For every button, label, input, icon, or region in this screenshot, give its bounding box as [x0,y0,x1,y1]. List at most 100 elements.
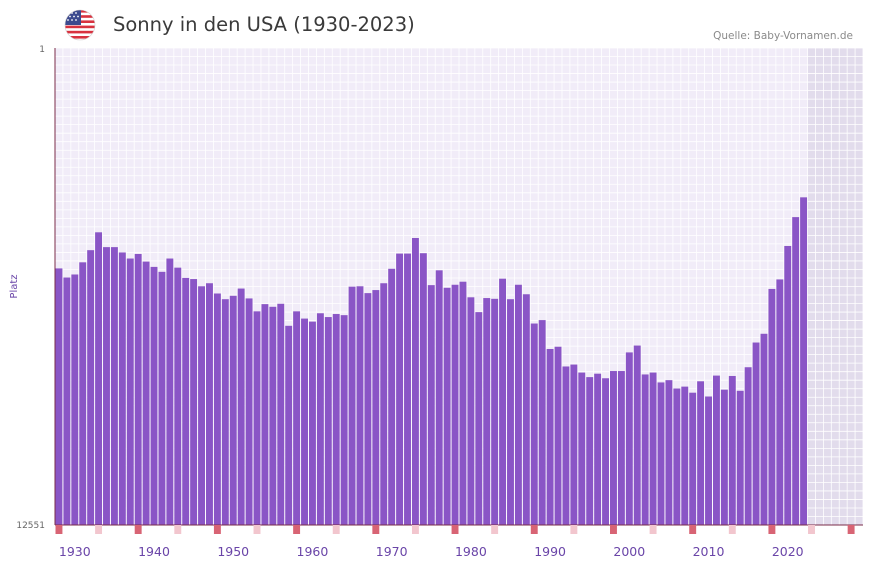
bar-1959 [301,318,308,525]
year-marker [451,525,459,534]
year-marker [768,525,776,534]
x-tick-1970: 1970 [376,544,408,559]
x-tick-1930: 1930 [59,544,91,559]
bar-1940 [150,266,158,525]
source-credit: Quelle: Baby-Vornamen.de [713,30,853,42]
year-marker [530,525,538,534]
bar-1965 [348,286,356,525]
bar-1997 [602,378,610,525]
bar-1964 [340,315,348,525]
bar-1980 [467,297,475,525]
bar-1954 [261,304,269,525]
bar-1996 [594,373,602,525]
year-marker [174,525,182,534]
y-tick-top: 1 [39,45,45,55]
bar-1981 [475,312,483,525]
bar-1950 [229,295,237,525]
bar-1963 [332,314,340,525]
bar-1941 [158,271,166,525]
x-tick-1960: 1960 [297,544,329,559]
bar-2021 [792,217,800,525]
bar-1972 [404,253,411,526]
bar-1974 [419,253,427,525]
bar-1958 [293,311,301,525]
year-marker [134,525,142,534]
bar-1995 [586,377,594,525]
bar-1961 [316,313,324,525]
x-tick-2010: 2010 [693,544,725,559]
bar-2009 [697,381,705,525]
year-marker [95,525,103,534]
bar-1990 [546,348,554,525]
bar-1992 [562,366,570,525]
bar-1934 [103,247,110,525]
bar-1930 [71,274,79,525]
bar-2016 [752,342,760,525]
bar-2010 [705,396,712,525]
bar-1962 [324,317,332,525]
bar-1966 [356,286,364,525]
bar-1970 [388,268,396,525]
bar-1931 [79,262,87,525]
year-marker [213,525,221,534]
bar-1937 [126,258,134,525]
bar-1936 [118,252,126,525]
year-marker [491,525,499,534]
year-marker [332,525,340,534]
x-tick-1950: 1950 [217,544,249,559]
bar-2004 [657,382,665,525]
year-marker [411,525,419,534]
bar-1949 [221,299,229,525]
bar-1975 [427,285,435,525]
year-marker [847,525,855,534]
bar-1932 [87,250,95,526]
year-marker [689,525,697,534]
bar-1989 [538,320,546,525]
bar-2005 [665,380,673,525]
bar-1979 [459,281,467,525]
bar-1982 [483,298,491,525]
bar-2008 [689,392,697,525]
bar-1994 [578,372,586,525]
year-marker [55,525,63,534]
bar-2018 [768,288,776,525]
bar-1928 [55,268,63,525]
chart-title: Sonny in den USA (1930-2023) [113,13,415,36]
bar-1978 [451,284,459,525]
bar-1955 [269,306,277,525]
x-tick-1980: 1980 [455,544,487,559]
year-marker [293,525,301,534]
bar-2001 [633,345,641,525]
bar-2011 [712,375,720,525]
year-marker [808,525,815,534]
bar-2014 [736,390,744,525]
bar-1945 [190,279,198,525]
year-marker [649,525,657,534]
year-marker [610,525,617,534]
year-marker [728,525,736,534]
bar-1968 [372,290,380,525]
bar-1939 [142,261,150,525]
bar-1946 [198,286,206,525]
bar-2000 [625,352,633,525]
bar-1951 [237,288,245,525]
bar-1953 [253,311,261,525]
bar-1938 [134,253,142,525]
bar-1960 [308,321,316,525]
bar-2019 [776,279,784,525]
bar-1988 [530,323,538,525]
bar-2017 [760,333,768,525]
bar-1971 [396,253,404,526]
bar-1956 [277,303,285,525]
bar-2003 [649,372,657,525]
bar-2006 [673,388,681,525]
bar-1933 [95,232,103,525]
bar-1944 [182,277,190,525]
year-marker [253,525,261,534]
bar-2002 [641,374,649,525]
us-flag-icon [64,9,96,41]
bar-1947 [206,283,213,525]
bar-1987 [522,294,530,525]
bar-1977 [443,287,451,525]
x-tick-1940: 1940 [138,544,170,559]
